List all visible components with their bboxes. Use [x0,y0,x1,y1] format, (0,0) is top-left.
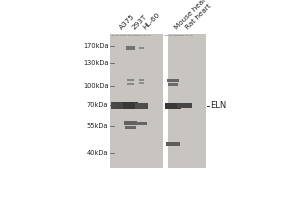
Text: 55kDa: 55kDa [87,123,108,129]
Text: 293T: 293T [130,14,148,31]
Text: A375: A375 [118,13,136,31]
Text: 40kDa: 40kDa [87,150,108,156]
Bar [139,79,145,81]
Bar [139,47,144,49]
Bar [127,79,134,81]
Text: Mouse heart: Mouse heart [173,0,209,31]
Bar [168,83,178,86]
Bar [111,102,126,109]
Text: Rat heart: Rat heart [184,3,212,31]
Bar [135,103,148,109]
Text: 130kDa: 130kDa [83,60,108,66]
Text: HL-60: HL-60 [142,12,161,31]
Bar [168,34,206,168]
Text: 100kDa: 100kDa [83,83,108,89]
Bar [127,83,134,85]
Text: 170kDa: 170kDa [83,43,108,49]
Text: ELN: ELN [210,101,226,110]
Bar [167,79,179,82]
Bar [176,103,192,108]
Bar [136,122,147,125]
Bar [166,142,180,146]
Text: 70kDa: 70kDa [87,102,108,108]
Bar [126,46,135,50]
Bar [123,102,138,109]
Bar [124,121,137,125]
Bar [110,34,163,168]
Bar [125,126,136,129]
Bar [139,82,144,84]
Bar [165,103,182,109]
